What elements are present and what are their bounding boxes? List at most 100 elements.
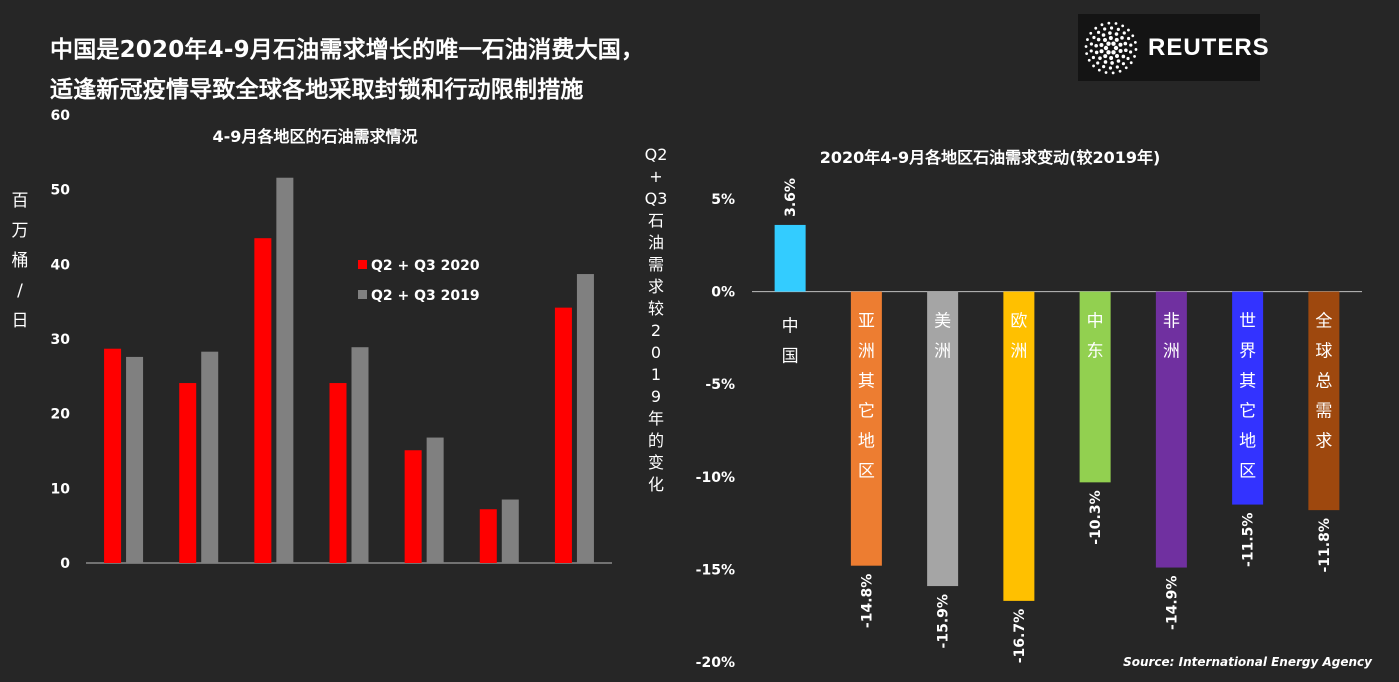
logo-dot: [1133, 55, 1136, 58]
logo-dot: [1086, 38, 1089, 41]
category-label-char: 东: [1087, 342, 1104, 362]
category-label-char: 洲: [858, 342, 875, 362]
logo-dot: [1094, 50, 1099, 55]
logo-dot: [1100, 23, 1104, 27]
logo-dot: [1129, 61, 1133, 65]
category-label-char: 全: [1315, 312, 1332, 332]
y-axis-label-char: 的: [647, 431, 664, 450]
logo-dot: [1134, 48, 1138, 51]
logo-dot: [1096, 37, 1101, 42]
logo-dot: [1124, 66, 1128, 70]
logo-dot: [1126, 56, 1130, 61]
category-label-char: 洲: [1010, 342, 1027, 362]
logo-dot: [1131, 34, 1135, 38]
logo-dot: [1118, 48, 1123, 53]
y-axis-label-char: /: [17, 281, 23, 301]
logo-dot: [1116, 27, 1120, 32]
category-label-char: 洲: [934, 342, 951, 362]
headline-line-2: 适逢新冠疫情导致全球各地采取封锁和行动限制措施: [50, 77, 584, 103]
logo-dot: [1103, 60, 1108, 64]
bar: [1308, 291, 1340, 511]
reuters-dot-logo-icon: [1084, 21, 1138, 75]
bar: [1079, 291, 1111, 483]
logo-dot: [1128, 50, 1133, 54]
y-tick-label: -15%: [696, 562, 735, 578]
logo-dot: [1089, 31, 1093, 35]
y-tick-label: 20: [51, 407, 71, 423]
logo-dot: [1118, 42, 1123, 47]
left-chart-title: 4-9月各地区的石油需求情况: [212, 127, 418, 146]
bar-2020: [554, 307, 572, 563]
logo-dot: [1103, 27, 1107, 31]
logo-dot: [1097, 68, 1101, 72]
y-axis-label-char: 年: [647, 409, 664, 428]
legend-label: Q2 + Q3 2019: [371, 288, 480, 304]
logo-dot: [1099, 49, 1104, 54]
logo-dot: [1111, 41, 1116, 46]
data-label: -11.8%: [1317, 518, 1333, 572]
logo-dot: [1121, 62, 1126, 66]
logo-dot: [1111, 71, 1115, 75]
y-tick-label: -10%: [696, 470, 735, 486]
y-axis-label-char: 变: [647, 453, 664, 472]
y-tick-label: 30: [51, 332, 71, 348]
logo-dot: [1106, 41, 1111, 46]
logo-dot: [1096, 61, 1100, 65]
logo-dot: [1098, 56, 1102, 60]
y-axis-label-char: 日: [11, 311, 29, 331]
category-label-char: 需: [1315, 402, 1332, 422]
category-label-char: 区: [858, 462, 875, 482]
y-tick-label: 40: [51, 257, 71, 273]
headline-line-1: 中国是2020年4-9月石油需求增长的唯一石油消费大国，: [50, 37, 645, 63]
logo-dot: [1108, 31, 1112, 35]
category-label-char: 美: [934, 312, 951, 332]
logo-dot: [1102, 64, 1106, 69]
logo-dot: [1123, 41, 1128, 46]
logo-dot: [1091, 55, 1096, 60]
category-label-char: 中: [782, 317, 799, 337]
bar: [774, 224, 806, 292]
category-label-char: 非: [1163, 312, 1180, 332]
bar-2019: [501, 499, 519, 563]
bar-2020: [479, 509, 497, 563]
data-label: -10.3%: [1088, 490, 1104, 544]
right-chart-y-axis-label: Q2 + Q3 石油需求较 2 0 1 9 年的变化: [644, 147, 668, 499]
logo-dot: [1111, 50, 1116, 55]
legend-swatch: [358, 290, 367, 299]
data-label: -16.7%: [1012, 609, 1028, 663]
category-label-char: 中: [1087, 312, 1104, 332]
logo-dot: [1121, 24, 1125, 28]
category-label-char: 欧: [1010, 312, 1027, 332]
bar: [927, 291, 959, 587]
y-axis-label-char: 化: [647, 475, 664, 494]
category-label-char: 它: [1239, 402, 1256, 422]
bar-2019: [276, 177, 294, 563]
y-tick-label: 10: [51, 481, 71, 497]
category-label-char: 其: [1239, 372, 1256, 392]
y-axis-label-char: 需: [647, 255, 664, 274]
logo-dot: [1104, 71, 1108, 74]
y-tick-label: -20%: [696, 655, 735, 671]
y-axis-label-char: 石: [647, 211, 664, 230]
bar-2020: [104, 348, 122, 563]
category-label-char: 地: [858, 432, 875, 452]
logo-dot: [1116, 59, 1121, 63]
y-axis-label-char: 油: [647, 233, 664, 252]
left-chart-plot: 0 10 20 30 40 50 60 Q2 + Q3 2020 Q2 + Q3 2019: [51, 108, 612, 572]
bar: [1003, 291, 1035, 601]
data-label: -14.8%: [859, 574, 875, 628]
logo-dot: [1106, 50, 1111, 55]
y-axis-label-char: 求: [647, 277, 664, 296]
y-axis-label-char: Q2: [644, 145, 668, 164]
data-label: -14.9%: [1164, 576, 1180, 630]
logo-dot: [1118, 69, 1122, 73]
logo-dot: [1114, 37, 1119, 42]
bar: [1155, 291, 1187, 568]
y-tick-label: 0%: [711, 285, 735, 301]
y-axis-label-char: Q3: [644, 189, 668, 208]
data-label: -15.9%: [936, 594, 952, 648]
left-chart-y-axis-label: 百万桶 / 日: [8, 193, 32, 343]
logo-dot: [1109, 55, 1114, 60]
logo-dot: [1101, 33, 1106, 37]
logo-dot: [1108, 66, 1113, 70]
